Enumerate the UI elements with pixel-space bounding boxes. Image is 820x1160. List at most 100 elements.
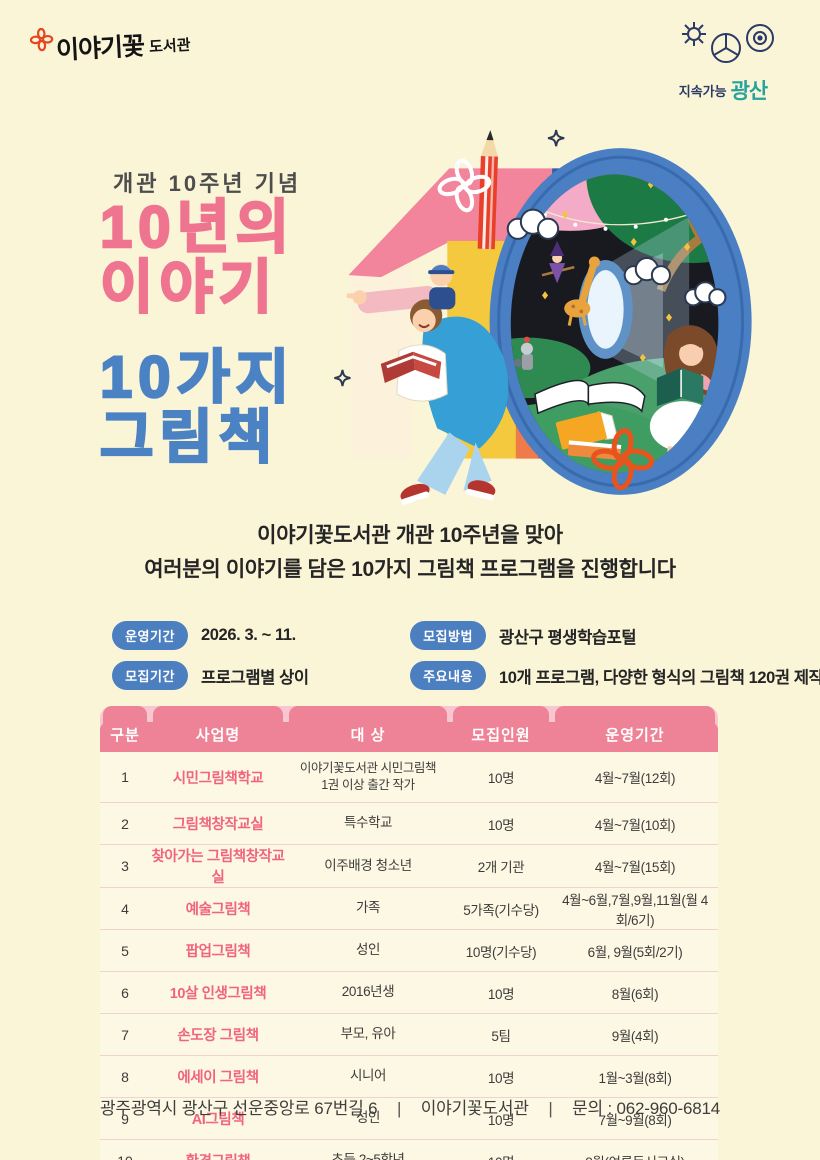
table-row: 1 시민그림책학교 이야기꽃도서관 시민그림책 1권 이상 출간 작가 10명 … bbox=[100, 752, 718, 803]
intro-line2: 여러분의 이야기를 담은 10가지 그림책 프로그램을 진행합니다 bbox=[144, 558, 676, 582]
main-title-line2: 이야기 bbox=[99, 255, 279, 321]
cell-target: 특수학교 bbox=[343, 815, 393, 831]
cell-no: 10 bbox=[100, 1153, 150, 1160]
table-row: 7 손도장 그림책 부모, 유아 5팀 9월(4회) bbox=[100, 1014, 718, 1056]
footer-contact: 문의 : 062-960-6814 bbox=[572, 1099, 721, 1118]
cell-capacity: 2개 기관 bbox=[477, 860, 525, 875]
cell-no: 8 bbox=[121, 1068, 129, 1085]
cell-target: 시니어 bbox=[349, 1068, 387, 1084]
cell-period: 4월~7월(15회) bbox=[594, 860, 676, 875]
giraffe-illustration bbox=[564, 256, 600, 326]
partner-logo-word2: 광산 bbox=[730, 80, 769, 103]
column-header-target: 대 상 bbox=[289, 706, 447, 752]
cell-no: 3 bbox=[121, 858, 129, 874]
cell-target-line1: 이야기꽃도서관 시민그림책 bbox=[299, 761, 437, 776]
info-value: 2026. 3. ~ 11. bbox=[201, 626, 296, 644]
reading-girl-illustration bbox=[649, 325, 719, 473]
library-logo: 이야기꽃 도서관 bbox=[29, 24, 191, 68]
main-title-pink: 10년의 이야기 bbox=[99, 195, 296, 321]
column-header-period: 운영기간 bbox=[555, 706, 715, 752]
cell-capacity: 10명 bbox=[487, 771, 515, 786]
table-body: 1 시민그림책학교 이야기꽃도서관 시민그림책 1권 이상 출간 작가 10명 … bbox=[100, 752, 718, 1160]
anniversary-eyebrow: 개관 10주년 기념 bbox=[113, 171, 302, 196]
knight-illustration bbox=[513, 336, 533, 370]
partner-logo-word1: 지속가능 bbox=[678, 83, 727, 99]
cell-name: AI그림책 bbox=[191, 1112, 245, 1128]
library-logo-main: 이야기꽃 bbox=[55, 32, 145, 65]
table-row: 10 환경그림책 초등 2~5학년 10명 8월(여름독서교실) bbox=[100, 1140, 718, 1160]
cell-target-line2: 1권 이상 출간 작가 bbox=[321, 778, 415, 792]
flower-icon bbox=[29, 27, 54, 52]
cell-no: 7 bbox=[121, 1026, 129, 1043]
cell-name: 팝업그림책 bbox=[185, 944, 251, 960]
info-label-pill: 주요내용 bbox=[410, 661, 486, 690]
cell-name: 환경그림책 bbox=[150, 1150, 286, 1160]
column-header-name: 사업명 bbox=[153, 706, 283, 752]
table-row: 3 찾아가는 그림책창작교실 이주배경 청소년 2개 기관 4월~7월(15회) bbox=[100, 845, 718, 888]
cell-capacity: 10명 bbox=[487, 986, 515, 1002]
program-info: 운영기간 2026. 3. ~ 11. 모집방법 광산구 평생학습포털 모집기간… bbox=[112, 621, 820, 690]
info-value: 10개 프로그램, 다양한 형식의 그림책 120권 제작 bbox=[499, 668, 820, 687]
cell-period: 6월, 9월(5회/2기) bbox=[587, 944, 683, 960]
cell-target: 부모, 유아 bbox=[340, 1026, 396, 1042]
main-title-line3: 10가지 bbox=[99, 345, 296, 410]
cell-capacity: 10명(기수당) bbox=[465, 944, 537, 960]
cell-target: 2016년생 bbox=[341, 984, 395, 1000]
hero-illustration bbox=[328, 124, 752, 512]
footer-divider: | bbox=[396, 1099, 402, 1118]
cell-name: 예술그림책 bbox=[185, 902, 251, 918]
cell-period: 7월~9월(8회) bbox=[598, 1112, 672, 1128]
program-table: 구분 사업명 대 상 모집인원 운영기간 1 시민그림책학교 이야기꽃도서관 시… bbox=[100, 706, 718, 1160]
info-item-apply-method: 모집방법 광산구 평생학습포털 bbox=[410, 621, 820, 650]
witch-illustration bbox=[541, 240, 575, 284]
intro-line1: 이야기꽃도서관 개관 10주년을 맞아 bbox=[257, 524, 563, 547]
cell-name: 손도장 그림책 bbox=[177, 1028, 259, 1044]
cell-name: 에세이 그림책 bbox=[177, 1070, 259, 1086]
table-row: 2 그림책창작교실 특수학교 10명 4월~7월(10회) bbox=[100, 803, 718, 845]
reading-family-illustration bbox=[346, 264, 509, 505]
info-item-apply-period: 모집기간 프로그램별 상이 bbox=[112, 661, 410, 690]
table-header: 구분 사업명 대 상 모집인원 운영기간 bbox=[100, 706, 718, 752]
cell-name: 10살 인생그림책 bbox=[169, 986, 267, 1002]
info-item-main-content: 주요내용 10개 프로그램, 다양한 형식의 그림책 120권 제작 bbox=[410, 661, 820, 690]
cell-period: 1월~3월(8회) bbox=[598, 1070, 672, 1086]
cell-no: 9 bbox=[121, 1110, 129, 1127]
sneaker-icon bbox=[400, 480, 496, 505]
cell-no: 4 bbox=[121, 900, 129, 917]
column-header-capacity: 모집인원 bbox=[453, 706, 549, 752]
info-label-pill: 모집방법 bbox=[410, 621, 486, 650]
info-value: 광산구 평생학습포털 bbox=[499, 628, 637, 647]
table-row: 4 예술그림책 가족 5가족(기수당) 4월~6월,7월,9월,11월(월 4회… bbox=[100, 888, 718, 930]
cell-period: 8월(여름독서교실) bbox=[552, 1151, 718, 1160]
books-stack-illustration bbox=[555, 411, 622, 460]
cell-target: 성인 bbox=[355, 942, 381, 958]
table-row: 8 에세이 그림책 시니어 10명 1월~3월(8회) bbox=[100, 1056, 718, 1098]
cell-capacity: 10명 bbox=[487, 1112, 515, 1128]
cell-no: 5 bbox=[121, 942, 129, 959]
cell-period: 8월(6회) bbox=[611, 986, 659, 1002]
cloud-icon bbox=[506, 208, 727, 307]
pencil-icon bbox=[477, 130, 498, 250]
cell-name: 그림책창작교실 bbox=[172, 817, 264, 833]
info-value: 프로그램별 상이 bbox=[201, 668, 309, 687]
pinwheel-icon bbox=[682, 22, 774, 63]
cell-name: 찾아가는 그림책창작교실 bbox=[151, 849, 285, 886]
cell-capacity: 10명 bbox=[487, 1070, 515, 1086]
cell-period: 4월~6월,7월,9월,11월(월 4회/6기) bbox=[562, 892, 708, 928]
main-title-line4: 그림책 bbox=[99, 405, 279, 471]
cell-no: 2 bbox=[121, 815, 129, 832]
cell-no: 1 bbox=[121, 769, 129, 785]
cell-capacity: 5가족(기수당) bbox=[463, 902, 539, 918]
intro-text: 이야기꽃도서관 개관 10주년을 맞아 여러분의 이야기를 담은 10가지 그림… bbox=[0, 519, 820, 587]
footer-library-name: 이야기꽃도서관 bbox=[420, 1099, 529, 1118]
cell-target: 성인 bbox=[355, 1110, 381, 1126]
column-header-no: 구분 bbox=[103, 706, 147, 752]
cell-period: 4월~7월(12회) bbox=[594, 771, 676, 786]
cell-period: 4월~7월(10회) bbox=[594, 817, 676, 833]
table-row: 9 AI그림책 성인 10명 7월~9월(8회) bbox=[100, 1098, 718, 1140]
main-title-blue: 10가지 그림책 bbox=[99, 345, 296, 471]
main-title-line1: 10년의 bbox=[99, 195, 296, 260]
cell-target: 이주배경 청소년 bbox=[324, 857, 412, 873]
open-book-illustration bbox=[534, 379, 646, 415]
